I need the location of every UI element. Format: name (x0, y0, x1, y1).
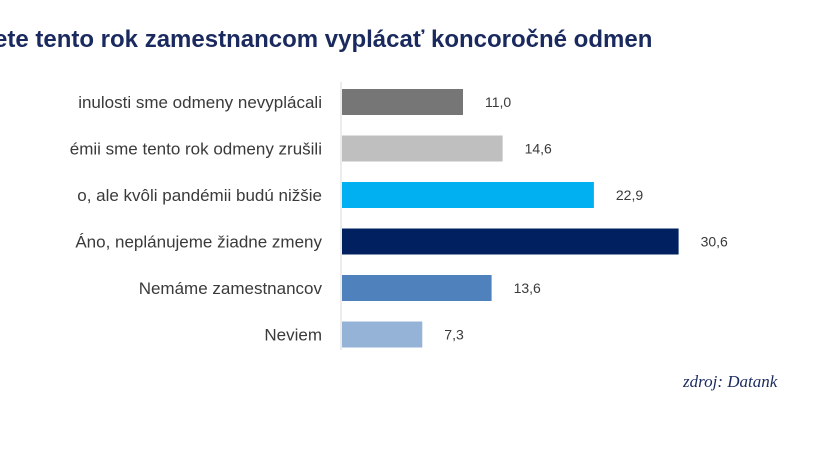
value-label: 14,6 (525, 141, 552, 157)
category-label: Neviem (264, 326, 322, 345)
value-label: 7,3 (444, 327, 464, 343)
value-label: 22,9 (616, 187, 643, 203)
bar (342, 182, 594, 208)
category-label: Nemáme zamestnancov (139, 279, 323, 298)
chart-title: ete tento rok zamestnancom vyplácať konc… (0, 26, 653, 53)
value-label: 11,0 (485, 94, 511, 110)
category-label: o, ale kvôli pandémii budú nižšie (77, 186, 322, 205)
category-label: émii sme tento rok odmeny zrušili (70, 140, 322, 159)
bar (342, 135, 503, 162)
bar (342, 89, 463, 115)
bar (342, 275, 492, 301)
category-label: inulosti sme odmeny nevyplácali (78, 93, 322, 112)
bars-group: inulosti sme odmeny nevyplácali 11,0 émii … (70, 89, 728, 348)
bar (342, 228, 679, 255)
source-note: zdroj: Datank (683, 372, 778, 391)
category-label: Áno, neplánujeme žiadne zmeny (75, 233, 322, 252)
bar (342, 321, 423, 348)
value-label: 13,6 (514, 280, 541, 296)
value-label: 30,6 (701, 234, 728, 250)
